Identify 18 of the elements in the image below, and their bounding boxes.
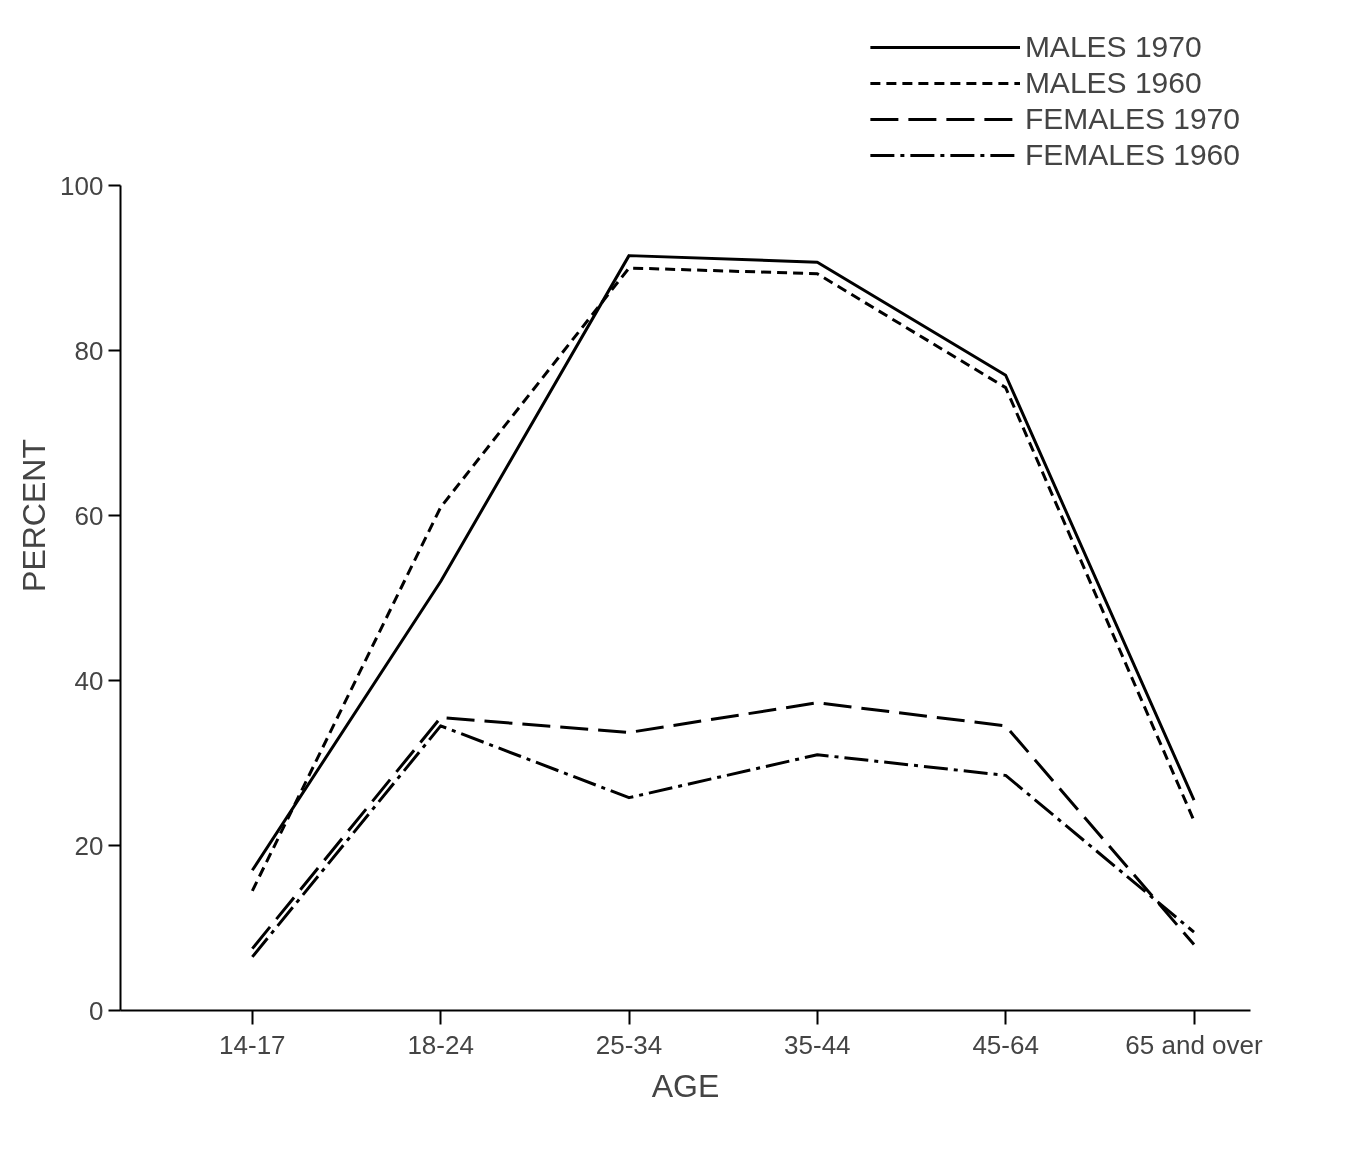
legend-label: MALES 1970 (1024, 30, 1202, 64)
x-tick-label: 65 and over (1125, 1029, 1263, 1060)
y-tick-label: 80 (74, 335, 104, 366)
y-tick-label: 20 (74, 830, 104, 861)
y-tick-label: 60 (74, 500, 104, 531)
y-axis-title: PERCENT (16, 439, 53, 592)
y-tick-label: 40 (74, 665, 104, 696)
x-tick-label: 18-24 (407, 1029, 474, 1060)
x-tick-label: 45-64 (972, 1029, 1039, 1060)
x-tick-label: 25-34 (595, 1029, 663, 1060)
x-tick-label: 14-17 (219, 1029, 286, 1060)
legend-label: FEMALES 1960 (1024, 138, 1240, 172)
y-tick-label: 0 (89, 995, 104, 1026)
legend-label: FEMALES 1970 (1024, 102, 1240, 136)
legend-label: MALES 1960 (1024, 66, 1202, 100)
y-tick-label: 100 (60, 170, 104, 201)
x-axis-title: AGE (651, 1067, 720, 1104)
x-tick-label: 35-44 (784, 1029, 851, 1060)
